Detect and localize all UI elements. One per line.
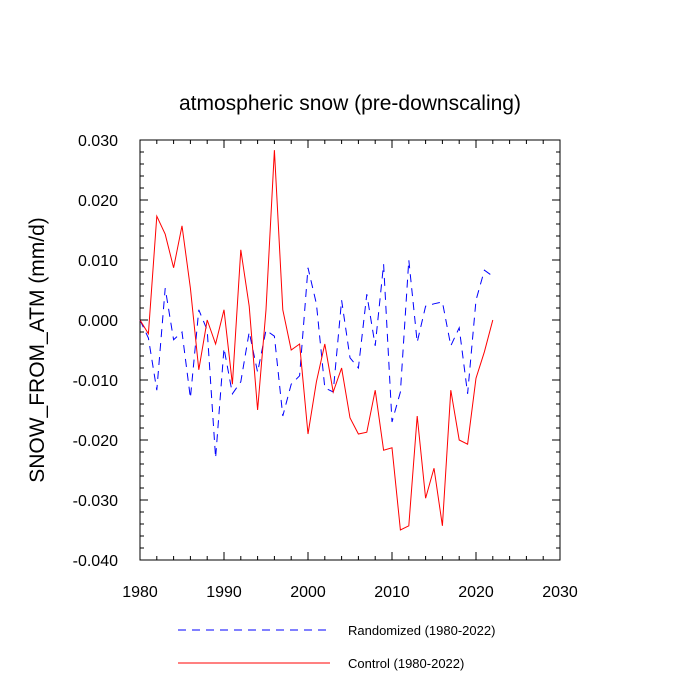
series-line-randomized (139, 259, 494, 459)
x-tick-label: 2000 (290, 584, 326, 601)
x-tick-label: 1980 (122, 584, 158, 601)
legend-label: Randomized (1980-2022) (348, 623, 495, 638)
plot-frame (139, 139, 561, 561)
y-tick-label: 0.020 (78, 193, 118, 210)
chart-title: atmospheric snow (pre-downscaling) (179, 92, 521, 115)
y-axis-label-group: SNOW_FROM_ATM (mm/d) (26, 217, 49, 483)
x-tick-label: 2030 (542, 584, 578, 601)
x-tick-label: 1990 (206, 584, 242, 601)
x-tick-label: 2010 (374, 584, 410, 601)
y-tick-label: -0.020 (73, 433, 118, 450)
legend: Randomized (1980-2022) Control (1980-2022… (178, 623, 495, 671)
y-tick-label: -0.030 (73, 493, 118, 510)
y-axis-label: SNOW_FROM_ATM (mm/d) (26, 217, 49, 483)
y-tick-label: 0.030 (78, 133, 118, 150)
y-tick-label: 0.010 (78, 253, 118, 270)
plot-area (139, 139, 561, 561)
y-tick-label: -0.040 (73, 553, 118, 570)
series-line-control (139, 150, 494, 531)
x-tick-label: 2020 (458, 584, 494, 601)
axes: 1980 1990 2000 2010 2020 2030 -0.040 -0.030 -0.0… (73, 133, 578, 601)
legend-label: Control (1980-2022) (348, 656, 464, 671)
y-tick-label: -0.010 (73, 373, 118, 390)
y-tick-label: 0.000 (78, 313, 118, 330)
series-layer (139, 150, 494, 531)
